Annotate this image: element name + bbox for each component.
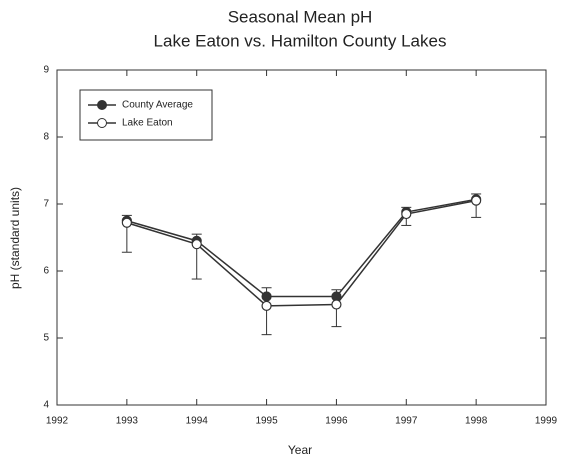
chart-subtitle: Lake Eaton vs. Hamilton County Lakes xyxy=(154,31,447,50)
y-tick-label: 4 xyxy=(43,400,49,411)
data-point xyxy=(331,299,342,310)
legend-marker xyxy=(97,118,107,128)
plot-frame xyxy=(56,69,547,406)
y-axis-label: pH (standard units) xyxy=(8,187,22,289)
x-tick-label: 1997 xyxy=(395,416,418,427)
y-tick-label: 9 xyxy=(43,65,49,76)
chart-title: Seasonal Mean pH xyxy=(228,7,373,26)
y-tick-label: 5 xyxy=(43,333,49,344)
x-tick-label: 1993 xyxy=(116,416,139,427)
data-point xyxy=(401,208,412,220)
y-tick-label: 7 xyxy=(43,199,49,210)
x-tick-label: 1995 xyxy=(255,416,278,427)
y-tick-label: 8 xyxy=(43,132,49,143)
x-tick-label: 1994 xyxy=(186,416,209,427)
legend-marker xyxy=(97,100,107,110)
x-tick-label: 1992 xyxy=(46,416,69,427)
x-tick-label: 1999 xyxy=(535,416,558,427)
data-point xyxy=(191,239,202,250)
legend-label: Lake Eaton xyxy=(122,118,173,129)
data-point xyxy=(261,300,272,311)
x-axis-label: Year xyxy=(288,443,312,457)
x-tick-label: 1998 xyxy=(465,416,488,427)
data-point xyxy=(121,217,132,228)
data-point xyxy=(261,291,272,302)
legend-box xyxy=(79,89,213,141)
series-line xyxy=(126,198,477,298)
series-line xyxy=(126,199,477,307)
y-tick-label: 6 xyxy=(43,266,49,277)
x-tick-label: 1996 xyxy=(325,416,348,427)
legend-label: County Average xyxy=(122,100,193,111)
data-point xyxy=(471,195,482,206)
